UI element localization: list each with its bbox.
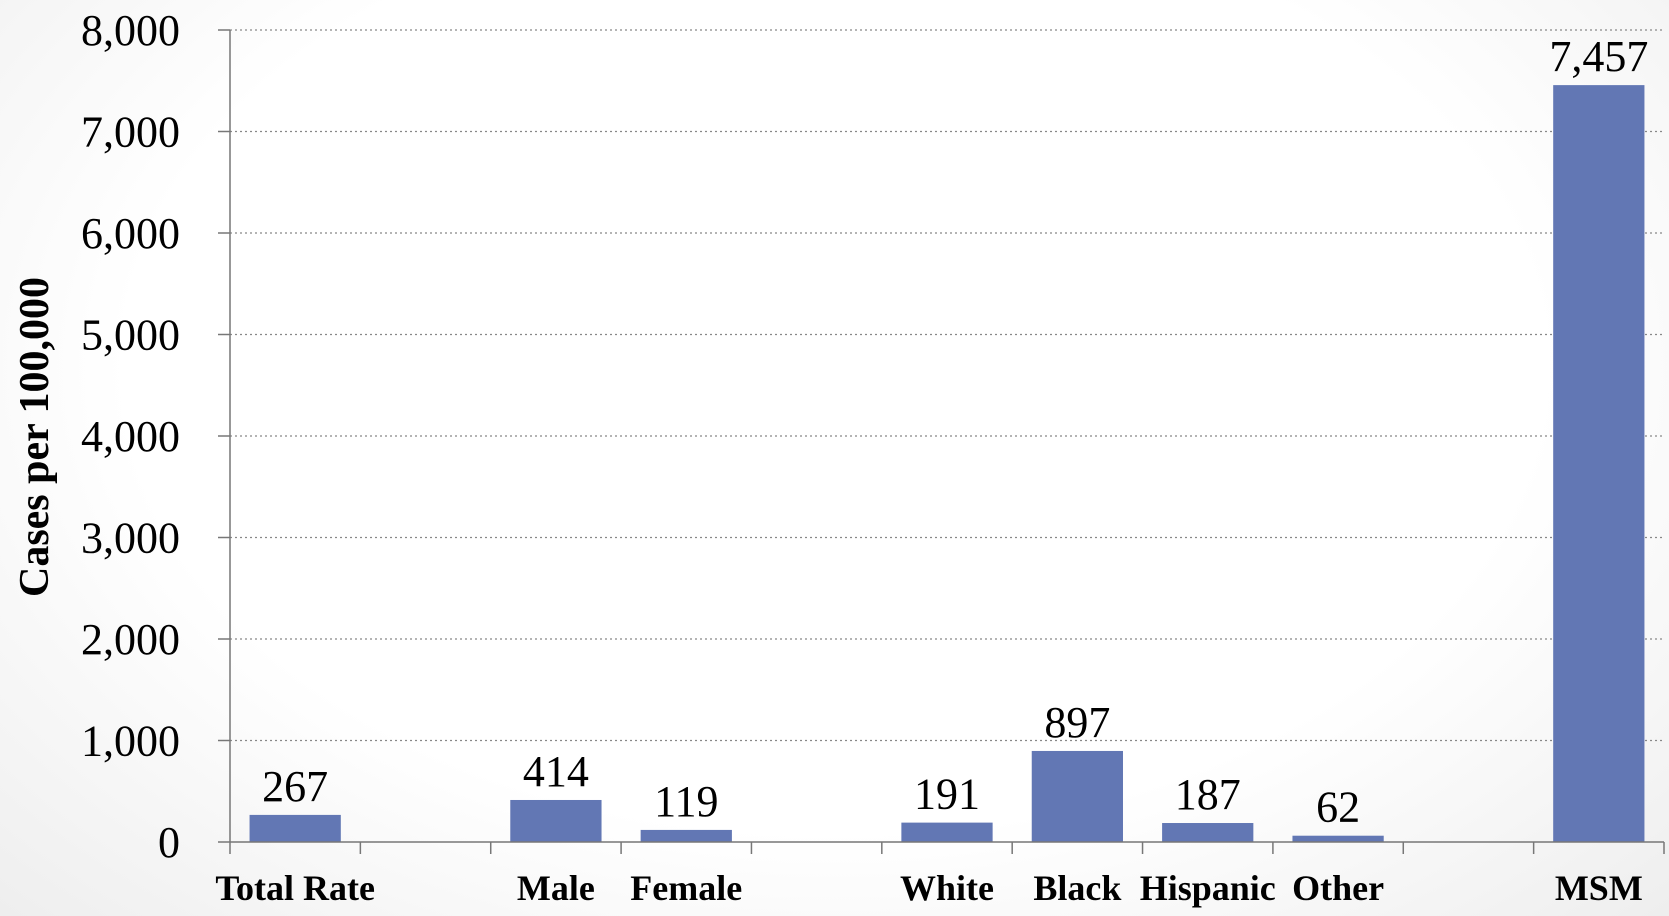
x-category-label: Male: [517, 868, 595, 908]
y-axis-label: Cases per 100,000: [12, 277, 58, 597]
gridlines: [230, 29, 1664, 742]
axes: [218, 29, 1665, 854]
x-category-labels: Total Rate Male Female White Black Hispanic Ot…: [215, 868, 1642, 908]
y-tick-label: 7,000: [81, 108, 180, 157]
data-label: 414: [523, 747, 589, 796]
data-label: 267: [262, 762, 328, 811]
data-label: 897: [1044, 698, 1110, 747]
y-tick-label: 6,000: [81, 209, 180, 258]
y-tick-labels: 0 1,000 2,000 3,000 4,000 5,000 6,000 7,000 8,00…: [81, 6, 180, 867]
bar: [640, 829, 732, 842]
y-tick-label: 8,000: [81, 6, 180, 55]
bar: [1162, 823, 1254, 842]
bar: [901, 822, 993, 842]
data-label: 7,457: [1549, 32, 1648, 81]
y-tick-label: 0: [158, 818, 180, 867]
x-category-label: Hispanic: [1140, 868, 1276, 908]
y-tick-label: 3,000: [81, 514, 180, 563]
y-tick-label: 1,000: [81, 717, 180, 766]
x-category-label: Black: [1033, 868, 1121, 908]
data-label: 62: [1316, 783, 1360, 832]
bar: [1553, 85, 1645, 842]
y-tick-label: 2,000: [81, 615, 180, 664]
y-tick-label: 5,000: [81, 311, 180, 360]
data-label: 187: [1175, 770, 1241, 819]
x-category-label: Female: [630, 868, 742, 908]
x-category-label: Total Rate: [215, 868, 375, 908]
x-category-label: Other: [1292, 868, 1384, 908]
data-label: 191: [914, 770, 980, 819]
y-tick-label: 4,000: [81, 412, 180, 461]
bar: [249, 814, 341, 842]
data-labels: 267 414 119 191 897 187 62 7,457: [262, 32, 1648, 832]
data-label: 119: [654, 777, 718, 826]
bar: [1031, 750, 1123, 842]
bar: [510, 799, 602, 842]
bar: [1292, 835, 1384, 842]
x-category-label: MSM: [1555, 868, 1643, 908]
bars: [249, 85, 1645, 842]
x-category-label: White: [900, 868, 994, 908]
